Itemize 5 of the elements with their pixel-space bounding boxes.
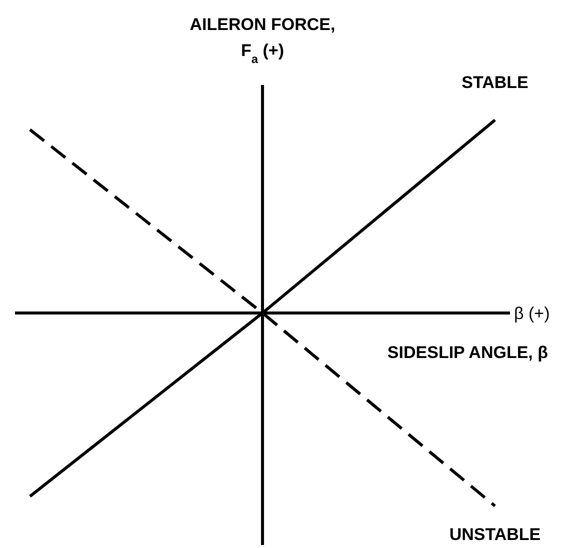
x-axis-title: SIDESLIP ANGLE, β — [387, 343, 548, 362]
series-label: UNSTABLE — [449, 525, 541, 544]
y-axis-title: AILERON FORCE, F$_{a}$ (+) — [190, 15, 336, 66]
text: STABLE — [462, 73, 528, 92]
text: β (+) — [514, 304, 550, 323]
